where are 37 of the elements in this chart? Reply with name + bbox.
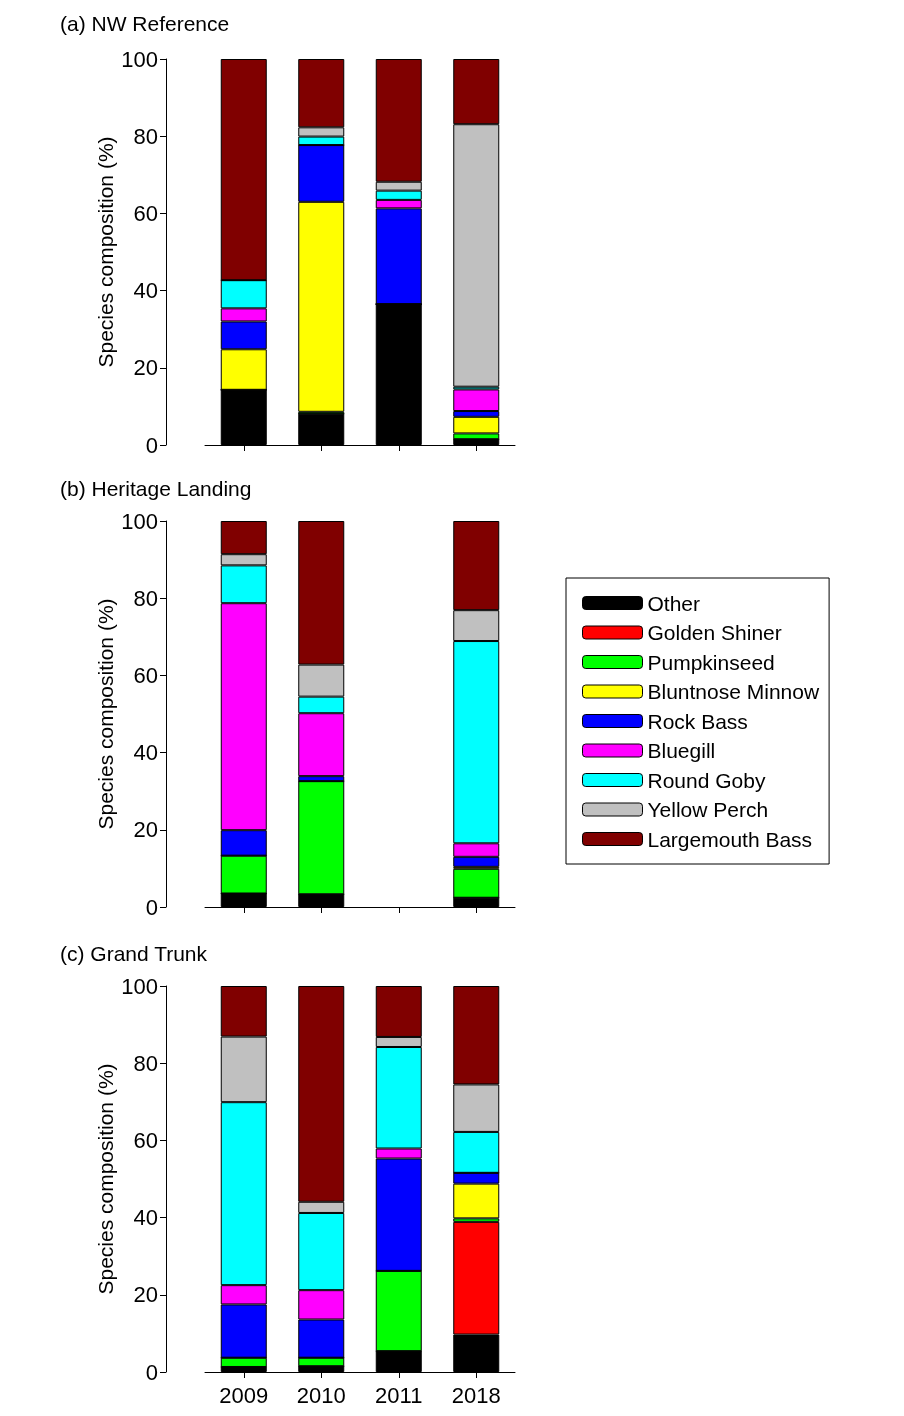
legend-label: Yellow Perch	[647, 798, 769, 821]
x-tick-label: 2011	[375, 1382, 423, 1408]
chart-title: (c) Grand Trunk	[60, 942, 208, 965]
y-tick-label: 20	[133, 1282, 158, 1308]
y-axis-title: Species composition (%)	[94, 1063, 117, 1295]
x-tick-label: 2009	[219, 1382, 269, 1408]
chart-title: (a) NW Reference	[60, 12, 230, 35]
y-tick-label: 40	[133, 740, 158, 766]
y-tick-label: 60	[133, 662, 158, 688]
y-tick-label: 80	[133, 123, 158, 149]
y-tick-label: 100	[121, 508, 158, 534]
y-tick-label: 40	[133, 1205, 158, 1231]
chart-title: (b) Heritage Landing	[60, 477, 252, 500]
legend-label: Round Goby	[647, 768, 766, 792]
legend-label: Rock Bass	[647, 709, 748, 733]
y-tick-label: 40	[133, 278, 158, 304]
x-tick-label: 2010	[296, 1382, 346, 1408]
y-tick-label: 0	[145, 432, 158, 458]
y-axis-title: Species composition (%)	[94, 136, 117, 368]
y-tick-label: 0	[145, 894, 158, 920]
legend-label: Pumpkinseed	[647, 650, 775, 674]
y-tick-label: 60	[133, 200, 158, 226]
x-tick-label: 2018	[451, 1382, 501, 1408]
y-tick-label: 100	[121, 46, 158, 72]
legend-label: Golden Shiner	[647, 621, 782, 644]
y-tick-label: 100	[121, 973, 158, 999]
legend-label: Largemouth Bass	[647, 827, 813, 851]
y-tick-label: 20	[133, 817, 158, 843]
y-tick-label: 0	[145, 1359, 158, 1385]
y-tick-label: 20	[133, 355, 158, 381]
y-tick-label: 60	[133, 1127, 158, 1153]
y-axis-title: Species composition (%)	[94, 598, 117, 830]
legend-label: Other	[647, 591, 701, 615]
legend-label: Bluntnose Minnow	[647, 680, 820, 703]
y-tick-label: 80	[133, 1050, 158, 1076]
legend-label: Bluegill	[647, 739, 716, 762]
y-tick-label: 80	[133, 585, 158, 611]
